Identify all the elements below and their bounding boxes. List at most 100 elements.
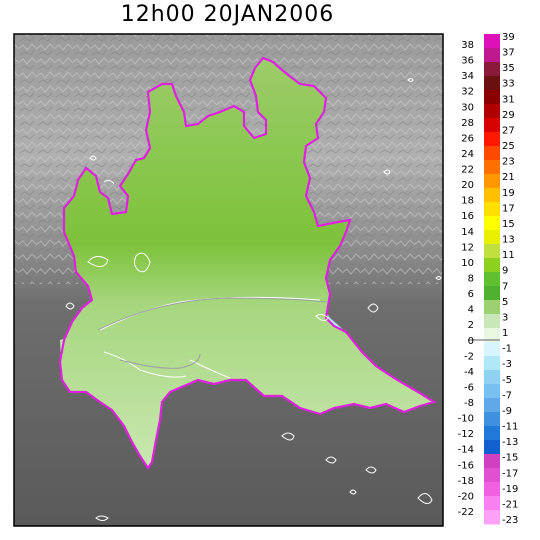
legend-label-right: -17 [502, 468, 518, 479]
legend-swatch [484, 104, 500, 119]
legend-swatch [484, 188, 500, 203]
legend-label-right: 9 [502, 266, 508, 277]
legend-label-right: -7 [502, 390, 512, 401]
legend-label-left: -16 [458, 460, 474, 471]
legend-swatch [484, 300, 500, 315]
legend-label-left: 2 [468, 320, 474, 331]
legend-label-left: 24 [461, 149, 474, 160]
legend-label-right: -11 [502, 422, 518, 433]
legend-label-right: 27 [502, 125, 515, 136]
legend-label-left: -8 [464, 398, 474, 409]
legend-swatch [484, 468, 500, 483]
legend-swatch [484, 62, 500, 77]
legend-swatch [484, 160, 500, 175]
legend-swatch [484, 244, 500, 259]
legend-label-right: -9 [502, 406, 512, 417]
legend-label-right: 37 [502, 48, 515, 59]
legend-label-left: 22 [461, 165, 474, 176]
legend-label-right: 19 [502, 188, 515, 199]
legend-swatch [484, 454, 500, 469]
legend-swatch [484, 132, 500, 147]
legend-label-left: 32 [461, 87, 474, 98]
legend-label-right: 15 [502, 219, 515, 230]
legend-label-left: -14 [458, 445, 474, 456]
legend-label-left: 10 [461, 258, 474, 269]
legend-label-right: -23 [502, 515, 518, 526]
legend-swatch [484, 482, 500, 497]
legend-label-right: 35 [502, 63, 515, 74]
legend-swatch [484, 202, 500, 217]
legend-label-left: 12 [461, 242, 474, 253]
legend-label-right: 21 [502, 172, 515, 183]
legend-label-left: -22 [458, 507, 474, 518]
legend-label-right: 11 [502, 250, 515, 261]
legend-label-right: 17 [502, 203, 515, 214]
legend-label-left: 34 [461, 71, 474, 82]
legend-swatch [484, 118, 500, 133]
legend-label-right: -13 [502, 437, 518, 448]
legend-label-left: 4 [468, 305, 474, 316]
legend-label-left: 8 [468, 274, 474, 285]
legend-label-right: 1 [502, 328, 508, 339]
legend-label-left: 6 [468, 289, 474, 300]
legend-swatch [484, 174, 500, 189]
legend-label-right: -5 [502, 375, 512, 386]
legend-label-right: 3 [502, 312, 508, 323]
legend-label-left: 0 [468, 336, 474, 347]
legend-swatch [484, 48, 500, 63]
legend-label-right: 7 [502, 281, 508, 292]
map-title: 12h00 20JAN2006 [120, 2, 335, 27]
legend-swatch [484, 342, 500, 357]
legend-swatch [484, 272, 500, 287]
contour-lines [65, 78, 442, 521]
legend-swatch [484, 314, 500, 329]
legend-label-right: 23 [502, 157, 515, 168]
legend-swatch [484, 510, 500, 525]
legend-label-left: -18 [458, 476, 474, 487]
legend-label-right: 31 [502, 94, 515, 105]
legend-swatch [484, 286, 500, 301]
legend-swatch [484, 384, 500, 399]
legend-label-left: -2 [464, 351, 474, 362]
legend-label-left: 18 [461, 196, 474, 207]
legend-swatch [484, 146, 500, 161]
legend-label-left: -20 [458, 491, 474, 502]
legend-swatch [484, 216, 500, 231]
legend-label-left: 16 [461, 211, 474, 222]
gray-contours [97, 297, 329, 369]
color-legend: 38363432302826242220181614121086420-2-4-… [458, 32, 519, 526]
legend-label-left: 26 [461, 133, 474, 144]
legend-swatch [484, 328, 500, 343]
legend-label-right: 39 [502, 32, 515, 43]
legend-swatch [484, 398, 500, 413]
legend-swatch [484, 412, 500, 427]
legend-swatch [484, 230, 500, 245]
legend-label-left: -6 [464, 382, 474, 393]
legend-label-right: -21 [502, 499, 518, 510]
legend-label-left: 14 [461, 227, 474, 238]
legend-label-left: 20 [461, 180, 474, 191]
legend-swatch [484, 370, 500, 385]
legend-swatch [484, 258, 500, 273]
legend-label-right: 5 [502, 297, 508, 308]
legend-swatch [484, 426, 500, 441]
legend-label-right: -1 [502, 344, 512, 355]
legend-label-left: -4 [464, 367, 474, 378]
legend-swatch [484, 440, 500, 455]
legend-label-right: 13 [502, 235, 515, 246]
legend-label-right: 33 [502, 79, 515, 90]
legend-label-right: 25 [502, 141, 515, 152]
legend-label-right: 29 [502, 110, 515, 121]
legend-label-left: -10 [458, 414, 474, 425]
legend-label-left: -12 [458, 429, 474, 440]
legend-label-left: 38 [461, 40, 474, 51]
legend-label-left: 36 [461, 56, 474, 67]
legend-swatch [484, 34, 500, 49]
region-area [58, 56, 436, 470]
legend-swatch [484, 76, 500, 91]
legend-swatch [484, 90, 500, 105]
legend-label-left: 28 [461, 118, 474, 129]
legend-swatch [484, 356, 500, 371]
legend-label-right: -3 [502, 359, 512, 370]
